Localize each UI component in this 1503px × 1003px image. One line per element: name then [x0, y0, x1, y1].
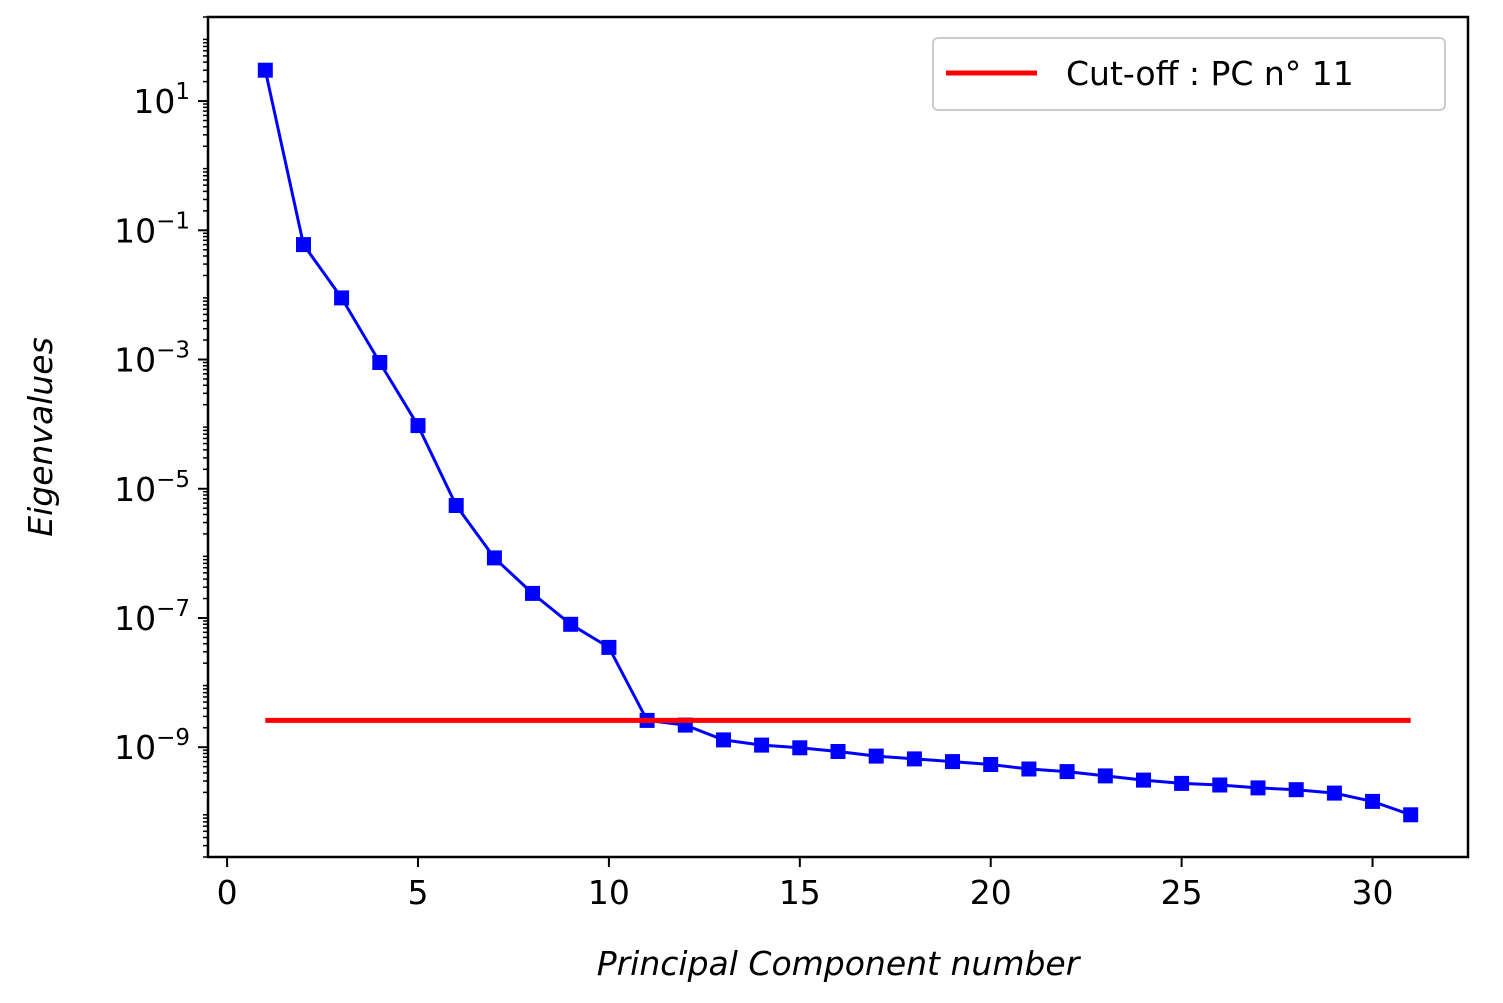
x-tick-label: 10: [588, 873, 630, 912]
x-tick-label: 30: [1352, 873, 1394, 912]
data-point-pc-30: [1365, 793, 1380, 809]
data-point-pc-14: [754, 737, 770, 753]
x-tick-label: 5: [408, 873, 429, 912]
y-tick-label: 10−3: [114, 338, 190, 380]
data-point-pc-17: [868, 748, 884, 764]
data-point-pc-8: [525, 585, 540, 601]
x-tick-label: 25: [1161, 873, 1203, 912]
legend-box: [932, 37, 1446, 111]
x-tick-label: 20: [970, 873, 1012, 912]
data-point-pc-2: [296, 237, 311, 253]
data-point-pc-20: [983, 757, 999, 772]
plot-area: [257, 62, 1419, 823]
y-tick-label: 101: [133, 79, 190, 121]
y-tick-label: 10−9: [114, 725, 190, 767]
data-point-pc-24: [1136, 772, 1151, 788]
data-point-pc-31: [1403, 807, 1419, 823]
legend: Cut-off : PC n° 11: [932, 37, 1446, 111]
data-point-pc-13: [716, 732, 731, 748]
data-point-pc-5: [410, 418, 426, 434]
data-point-pc-23: [1097, 768, 1113, 784]
data-point-pc-1: [257, 62, 273, 78]
x-tick-label: 15: [779, 873, 821, 912]
y-axis: 101 10−1 10−3 10−5 10−7 10−9: [114, 16, 208, 858]
data-point-pc-22: [1059, 764, 1075, 780]
data-point-pc-28: [1288, 782, 1304, 798]
data-point-pc-29: [1326, 785, 1342, 801]
data-point-pc-9: [563, 616, 579, 632]
data-point-pc-16: [830, 744, 846, 759]
x-tick-label: 0: [217, 873, 238, 912]
x-axis-label: Principal Component number: [597, 944, 1082, 983]
data-point-pc-27: [1250, 780, 1266, 796]
data-point-pc-7: [486, 550, 502, 566]
data-point-pc-21: [1021, 761, 1037, 777]
y-axis-label: Eigenvalues: [21, 337, 60, 537]
data-point-pc-19: [945, 754, 960, 770]
data-point-pc-6: [448, 498, 464, 513]
data-point-pc-25: [1174, 775, 1190, 791]
y-tick-label: 10−1: [114, 208, 190, 250]
x-axis: 0 5 10 15 20 25 30: [217, 857, 1394, 912]
data-point-pc-4: [372, 355, 388, 370]
legend-label-cutoff: Cut-off : PC n° 11: [1066, 54, 1354, 93]
data-point-pc-3: [334, 290, 350, 306]
y-tick-label: 10−7: [114, 596, 190, 638]
data-point-pc-18: [906, 751, 922, 767]
axes-frame: [206, 15, 1470, 859]
series-0: [257, 62, 1419, 823]
data-point-pc-26: [1212, 777, 1228, 793]
data-point-pc-15: [792, 740, 808, 756]
y-tick-label: 10−5: [114, 467, 190, 509]
data-point-pc-10: [601, 639, 617, 655]
